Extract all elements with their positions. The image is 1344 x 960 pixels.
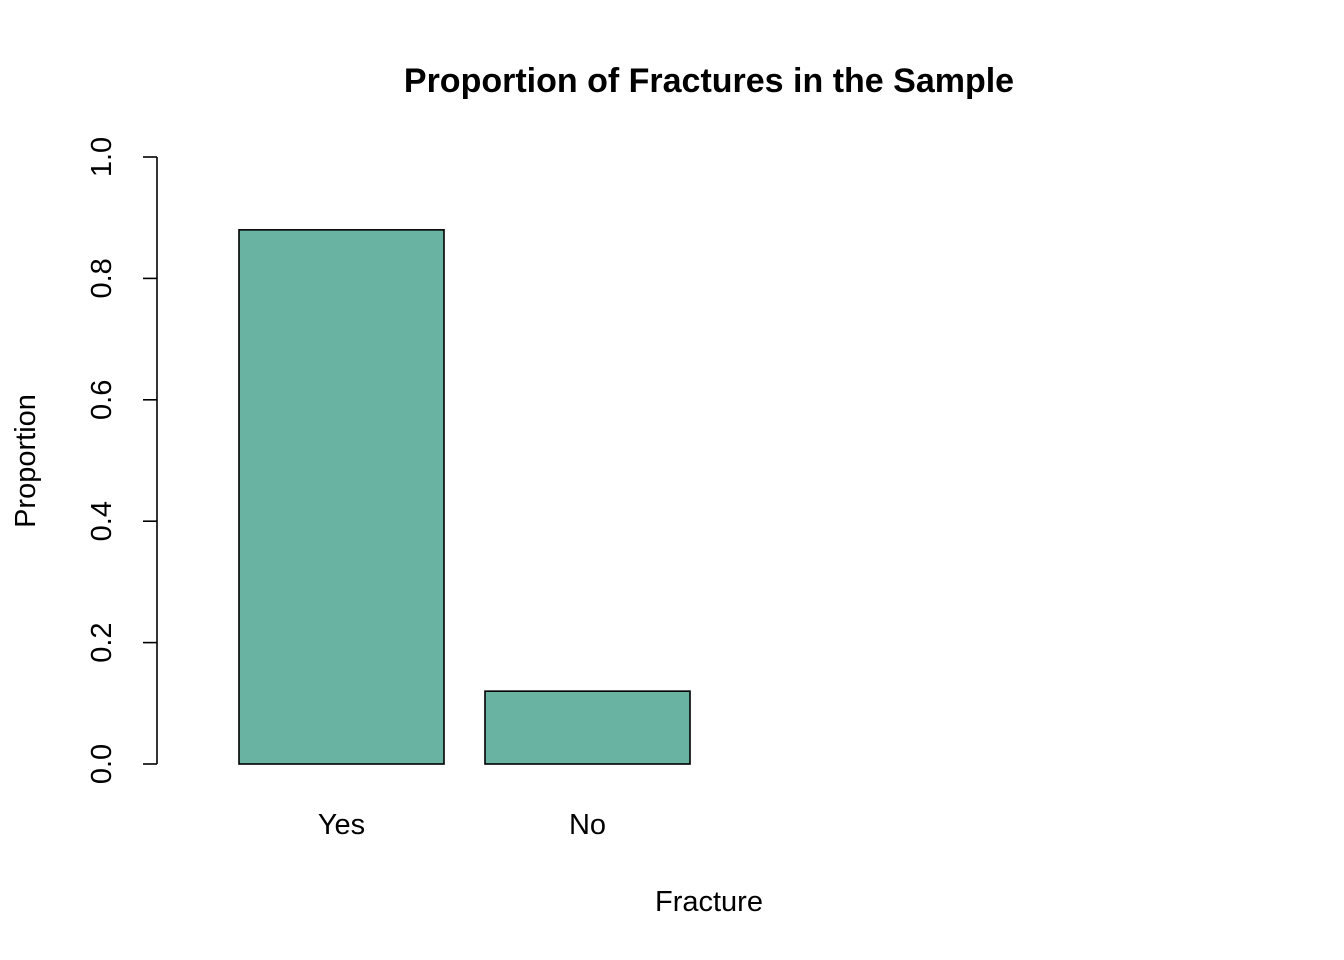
bars-group (238, 229, 691, 765)
bar-no (484, 690, 691, 765)
x-axis-label: Fracture (655, 886, 763, 918)
y-tick-label: 0.8 (86, 258, 118, 298)
x-tick-label: Yes (318, 809, 365, 841)
y-tick-label: 0.4 (86, 501, 118, 541)
y-axis-label: Proportion (10, 394, 42, 528)
y-axis: 0.0 0.2 0.4 0.6 0.8 1.0 (86, 137, 158, 784)
y-tick-label: 0.6 (86, 380, 118, 420)
y-tick-label: 0.0 (86, 744, 118, 784)
bar-yes (238, 229, 445, 765)
x-tick-labels: Yes No (318, 809, 606, 841)
y-tick-label: 0.2 (86, 622, 118, 662)
chart-title: Proportion of Fractures in the Sample (404, 62, 1014, 100)
x-tick-label: No (569, 809, 606, 841)
y-tick-label: 1.0 (86, 137, 118, 177)
